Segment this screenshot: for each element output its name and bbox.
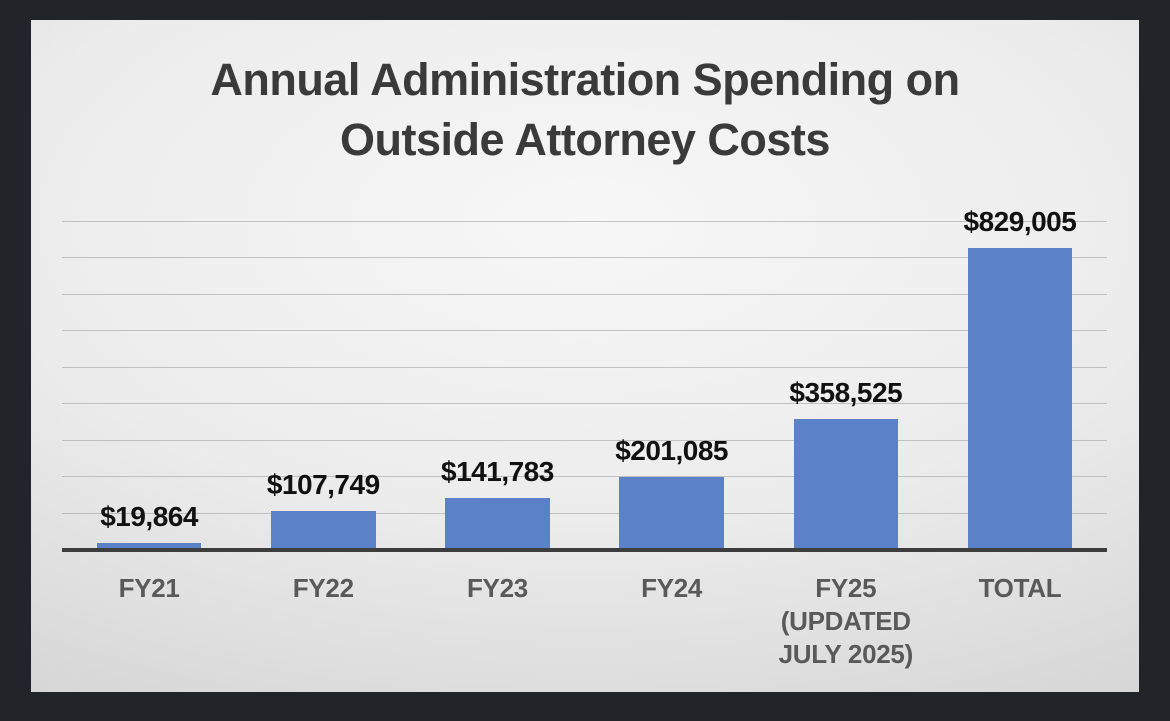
x-axis-line xyxy=(62,548,1107,552)
chart-title-line-1: Annual Administration Spending on xyxy=(210,54,960,105)
value-label: $107,749 xyxy=(266,468,380,500)
bar-slot: $19,864 xyxy=(62,222,236,550)
category-label-line: FY22 xyxy=(292,573,354,603)
category-label: FY22 xyxy=(236,572,410,671)
gridline xyxy=(62,366,1107,368)
chart-title: Annual Administration Spending on Outsid… xyxy=(31,50,1139,170)
category-label: FY23 xyxy=(410,572,584,671)
category-label-line: (UPDATED xyxy=(780,606,911,636)
bar xyxy=(619,476,724,550)
category-labels-row: FY21 FY22 FY23 FY24 FY25 (UPDATED JULY 2025) TO… xyxy=(62,572,1107,671)
category-label-line: FY23 xyxy=(466,573,528,603)
category-label: FY25 (UPDATED JULY 2025) xyxy=(759,572,933,671)
plot-area: $19,864 $107,749 $141,783 $201,085 $358,525 $… xyxy=(62,206,1107,552)
category-label-line: FY21 xyxy=(118,573,180,603)
slide-panel: Annual Administration Spending on Outsid… xyxy=(31,20,1139,692)
value-label: $19,864 xyxy=(100,500,198,532)
value-label: $829,005 xyxy=(963,205,1077,237)
gridline xyxy=(62,221,1107,222)
gridline xyxy=(62,293,1107,295)
category-label-line: FY24 xyxy=(641,573,703,603)
gridline xyxy=(62,403,1107,405)
value-label: $141,783 xyxy=(441,456,554,488)
value-label: $358,525 xyxy=(789,377,903,409)
category-label: TOTAL xyxy=(933,572,1107,671)
grid-layer xyxy=(62,221,1107,550)
bar-slot: $107,749 xyxy=(236,222,410,550)
bar xyxy=(96,542,202,550)
gridline xyxy=(62,439,1107,441)
bar xyxy=(271,510,376,550)
gridline xyxy=(62,257,1107,259)
category-label: FY24 xyxy=(585,572,759,671)
gridline xyxy=(62,330,1107,332)
bar xyxy=(445,498,550,550)
chart-title-line-2: Outside Attorney Costs xyxy=(340,114,830,165)
bar-slot: $829,005 xyxy=(933,206,1107,550)
gridline xyxy=(62,512,1107,514)
category-label-line: FY25 xyxy=(815,573,877,603)
category-label-line: JULY 2025) xyxy=(778,639,914,669)
bars-layer: $19,864 $107,749 $141,783 $201,085 $358,525 $… xyxy=(62,206,1107,550)
gridline xyxy=(62,476,1107,478)
bar-slot: $201,085 xyxy=(585,222,759,550)
bar-slot: $141,783 xyxy=(410,222,584,550)
bar xyxy=(793,419,899,550)
category-label: FY21 xyxy=(62,572,236,671)
bar-slot: $358,525 xyxy=(759,222,933,550)
category-label-line: TOTAL xyxy=(978,573,1062,603)
bar xyxy=(967,247,1073,550)
value-label: $201,085 xyxy=(615,434,728,466)
